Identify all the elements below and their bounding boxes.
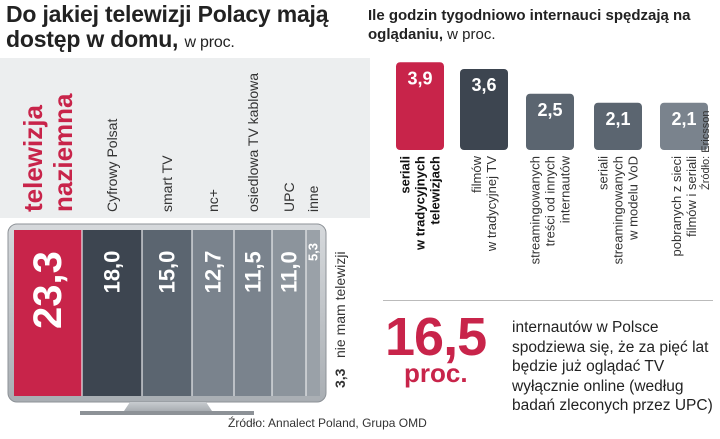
left-source: Źródło: Annalect Poland, Grupa OMD: [228, 416, 427, 430]
hours-category-label-4: seriali: [596, 156, 611, 190]
tv-category-label-2: Cyfrowy Polsat: [104, 119, 120, 212]
hours-value-label-4: 2,1: [605, 109, 630, 129]
hours-value-label-3: 2,5: [537, 100, 562, 120]
left-chart-title: Do jakiej telewizji Polacy mają dostęp w…: [6, 1, 329, 52]
tv-category-label-1: telewizja: [18, 105, 48, 212]
tv-bar-6: [272, 230, 306, 396]
tv-category-label-8: nie mam telewizji: [332, 251, 348, 358]
hours-category-label-1: telewizjach: [428, 156, 443, 225]
tv-category-label-1: naziemna: [48, 93, 78, 212]
tv-value-label-7: 5,3: [306, 243, 321, 261]
tv-bar-3: [142, 230, 192, 396]
divider: [383, 300, 713, 301]
tv-access-chart: 23,3 telewizja naziemna 18,0 Cyfrowy Polsat 1…: [0, 58, 370, 415]
right-source: Źródło: Ericsson: [700, 110, 712, 190]
tv-value-label-6: 11,0: [277, 251, 302, 293]
hours-value-label-2: 3,6: [471, 75, 496, 95]
tv-bar-7: [306, 230, 320, 396]
tv-category-label-6: UPC: [281, 182, 297, 212]
hours-category-label-5: pobranych z sieci: [669, 156, 684, 257]
tv-bar-4: [192, 230, 234, 396]
tv-value-label-5: 11,5: [241, 251, 266, 293]
hours-bar-5: [660, 102, 708, 150]
hours-bar-3: [526, 93, 574, 150]
tv-value-label-1: 23,3: [26, 251, 70, 329]
hours-category-label-2: w tradycyjnej TV: [484, 156, 499, 252]
hours-category-label-2: filmów: [469, 155, 484, 192]
tv-value-label-3: 15,0: [155, 251, 180, 294]
hours-category-label-4: w modelu VoD: [626, 156, 641, 241]
hours-value-label-1: 3,9: [407, 68, 432, 88]
hours-category-label-1: seriali: [398, 156, 413, 194]
tv-category-label-5: osiedlowa TV kablowa: [245, 73, 261, 212]
hours-value-label-5: 2,1: [671, 109, 696, 129]
hours-category-label-5: filmów i seriali: [684, 156, 699, 237]
hours-category-label-4: streamingowanych: [611, 156, 626, 264]
tv-bar-1: [14, 230, 82, 396]
hours-bar-2: [460, 69, 508, 150]
tv-category-label-3: smart TV: [159, 155, 175, 212]
tv-value-label-4: 12,7: [201, 251, 226, 294]
tv-category-label-7: inne: [305, 185, 321, 212]
hours-category-label-3: streamingowanych: [528, 156, 543, 264]
tv-value-label-2: 18,0: [100, 251, 125, 294]
tv-value-label-8: 3,3: [332, 368, 348, 388]
highlight-number: 16,5: [385, 307, 487, 367]
hours-category-label-1: w tradycyjnych: [413, 156, 428, 251]
hours-category-label-3: treści od innych: [543, 156, 558, 246]
tv-base: [80, 411, 254, 415]
hours-bar-1: [396, 62, 444, 150]
tv-category-label-4: nc+: [205, 189, 221, 212]
label-panel: [0, 58, 370, 218]
highlight-unit: proc.: [404, 358, 468, 388]
tv-bar-2: [82, 230, 142, 396]
right-chart-title: Ile godzin tygodniowo internauci spędzaj…: [368, 7, 691, 43]
highlight-text: internautów w Polsce spodziewa się, że z…: [512, 319, 713, 414]
tv-bar-5: [234, 230, 272, 396]
hours-category-label-3: internautów: [558, 155, 573, 223]
hours-bar-4: [594, 102, 642, 150]
